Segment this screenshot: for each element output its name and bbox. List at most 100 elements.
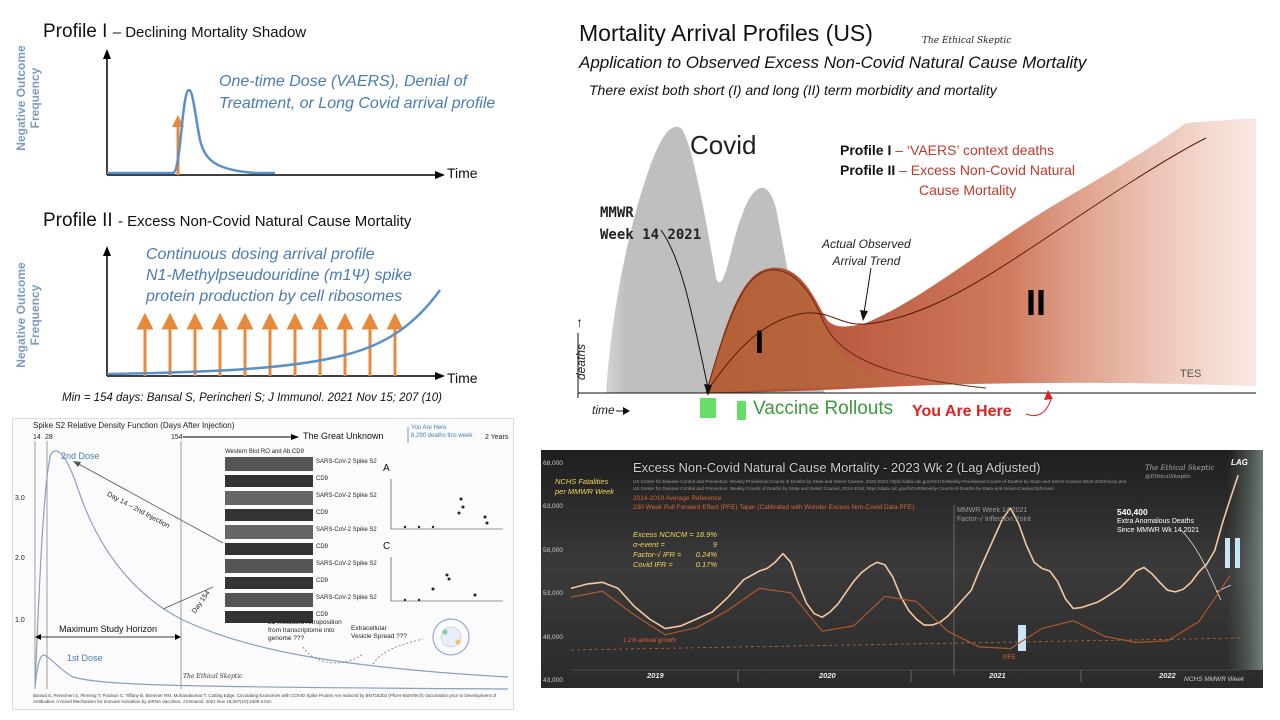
profile-two-xlabel: Time bbox=[447, 370, 478, 386]
blot-row-6: CD9 bbox=[316, 544, 329, 550]
spike-footnote: Bansal S, Perincheri S, Fleming T, Pouls… bbox=[33, 693, 496, 704]
stats-block: Excess NCNCM = 18.9% σ-event = 9 Factor-√ … bbox=[633, 530, 717, 570]
excess-brand: The Ethical Skeptic @EthicalSkeptic bbox=[1145, 464, 1214, 482]
blot-row-5: SARS-CoV-2 Spike S2 bbox=[316, 527, 377, 533]
profile-two-subtitle: - Excess Non-Covid Natural Cause Mortali… bbox=[117, 213, 412, 230]
source-line1: US Center for Disease Control and Preven… bbox=[633, 479, 1127, 484]
covid-label: Covid bbox=[690, 130, 757, 160]
horizon-label: Maximum Study Horizon bbox=[59, 624, 158, 634]
vaccine-label: Vaccine Rollouts bbox=[753, 398, 894, 419]
panel-c-label: C bbox=[383, 541, 391, 552]
you-are-here-label: You Are Here bbox=[912, 403, 1012, 420]
stat-label-1: Excess NCNCM = bbox=[633, 530, 694, 539]
profile-two-note: Continuous dosing arrival profile N1-Met… bbox=[146, 244, 412, 307]
excess-brand-line2: @EthicalSkeptic bbox=[1145, 474, 1192, 480]
tes-label: TES bbox=[1180, 368, 1202, 380]
profile-one-chart bbox=[103, 49, 445, 179]
legend-profile-one: Profile I bbox=[840, 142, 892, 158]
source-line2: US Center for Disease Control and Preven… bbox=[633, 486, 1055, 491]
time-xlabel: time bbox=[592, 403, 615, 417]
profile-one-ylabel: Negative Outcome Frequency bbox=[14, 45, 42, 151]
stat-value-1: 18.9% bbox=[695, 530, 717, 539]
stat-value-4: 0.17% bbox=[695, 560, 717, 569]
legend-profile-two-desc: – Excess Non-Covid Natural bbox=[899, 162, 1075, 178]
blot-row-8: CD9 bbox=[316, 578, 329, 584]
ytick-48000: 48,000 bbox=[543, 634, 563, 641]
mmwr-label: MMWR Week 14 2021 bbox=[600, 202, 701, 246]
blot-labels: SARS-CoV-2 Spike S2 CD9 SARS-CoV-2 Spike… bbox=[316, 459, 377, 629]
excess-ylabel: NCHS Fatalities per MMWR Week bbox=[555, 477, 614, 497]
spike-title: Spike S2 Relative Density Function (Days… bbox=[33, 421, 235, 430]
spike-density-chart bbox=[34, 427, 509, 690]
great-unknown-label: The Great Unknown bbox=[303, 431, 384, 441]
legend-profile-two-desc2: Cause Mortality bbox=[919, 182, 1017, 198]
xlabel-2020: 2020 bbox=[819, 671, 836, 680]
excess-ylabel-line1: NCHS Fatalities bbox=[555, 477, 609, 486]
profile-one-title: Profile I – Declining Mortality Shadow bbox=[43, 21, 307, 42]
l1-note: L1-mediated retroposition from transcrip… bbox=[268, 619, 342, 642]
blot-header: Western Blot RO and Ab CD9 bbox=[225, 449, 304, 455]
stat-row-3: Factor-√ IFR = 0.24% bbox=[633, 550, 717, 560]
deaths-ylabel: deaths bbox=[574, 343, 588, 380]
xlabel-2019: 2019 bbox=[647, 671, 664, 680]
arrival-title: Mortality Arrival Profiles (US) bbox=[579, 20, 873, 46]
ytick-2: 2.0 bbox=[15, 555, 25, 562]
dose2-label: 2nd Dose bbox=[61, 451, 100, 461]
arrival-panel: Covid Profile I – ‘VAERS’ context deaths… bbox=[566, 118, 1266, 430]
tick-14: 14 bbox=[33, 434, 41, 441]
arrival-brand: The Ethical Skeptic bbox=[922, 36, 1012, 46]
you-are-here-line1: You Are Here bbox=[411, 425, 447, 431]
observed-mortality-line bbox=[570, 474, 1239, 630]
mmwr-inflection-label: MMWR Week 14 2021 Factor-√ Inflection Po… bbox=[957, 506, 1031, 524]
excess-source: US Center for Disease Control and Preven… bbox=[633, 478, 1126, 492]
stat-value-2: 9 bbox=[712, 540, 717, 549]
dose1-label: 1st Dose bbox=[67, 653, 103, 663]
arrival-legend: Profile I – ‘VAERS’ context deaths Profi… bbox=[840, 140, 1075, 200]
spike-watermark: The Ethical Skeptic bbox=[183, 673, 243, 680]
pfe-reference-line bbox=[570, 575, 1231, 650]
ytick-43000: 43,000 bbox=[543, 677, 563, 684]
excess-chart-svg bbox=[541, 450, 1263, 688]
deaths-up-arrow: ↑ bbox=[576, 314, 583, 330]
blot-row-2: CD9 bbox=[316, 476, 329, 482]
ref-label: 2014-2019 Average Reference bbox=[633, 495, 722, 502]
excess-chart-panel: Excess Non-Covid Natural Cause Mortality… bbox=[541, 450, 1263, 688]
ytick-68000: 68,000 bbox=[543, 460, 563, 467]
spike-panel: Spike S2 Relative Density Function (Days… bbox=[12, 418, 514, 710]
blot-row-10: CD9 bbox=[316, 612, 329, 618]
ytick-1: 1.0 bbox=[15, 617, 25, 624]
legend-profile-two: Profile II bbox=[840, 162, 896, 178]
citation: Min = 154 days: Bansal S, Perincheri S; … bbox=[62, 392, 443, 404]
excess-xlabel: NCHS MMWR Week bbox=[1184, 676, 1245, 683]
roman-one-label: I bbox=[755, 324, 764, 360]
profile-two-note-line1: Continuous dosing arrival profile bbox=[146, 246, 375, 263]
actual-trend-label: Actual Observed Arrival Trend bbox=[822, 236, 911, 270]
ytick-53000: 53,000 bbox=[543, 590, 563, 597]
extra-deaths-value: 540,400 bbox=[1117, 507, 1148, 517]
actual-line2: Arrival Trend bbox=[832, 254, 901, 268]
lag-label: LAG bbox=[1231, 458, 1248, 467]
years-label: 2 Years bbox=[485, 434, 509, 441]
panel-a-label: A bbox=[383, 463, 390, 474]
mmwr-inflection-line1: MMWR Week 14 2021 bbox=[957, 507, 1028, 514]
profile-one-note-line2: Treatment, or Long Covid arrival profile bbox=[219, 95, 496, 112]
arrival-subtitle: Application to Observed Excess Non-Covid… bbox=[579, 53, 1087, 72]
xlabel-2021: 2021 bbox=[989, 671, 1006, 680]
stat-label-2: σ-event = bbox=[633, 540, 665, 549]
profile-two-ylabel: Negative Outcome Frequency bbox=[14, 262, 42, 368]
profile-one-xlabel: Time bbox=[447, 165, 478, 181]
stat-row-1: Excess NCNCM = 18.9% bbox=[633, 530, 717, 540]
arrival-subtitle2: There exist both short (I) and long (II)… bbox=[589, 82, 997, 98]
pfe-label: PFE bbox=[1003, 654, 1016, 661]
mmwr-line1: MMWR bbox=[600, 205, 634, 221]
blot-row-9: SARS-CoV-2 Spike S2 bbox=[316, 595, 377, 601]
western-blot bbox=[225, 457, 313, 623]
profile-one-note: One-time Dose (VAERS), Denial of Treatme… bbox=[219, 71, 495, 115]
actual-line1: Actual Observed bbox=[822, 237, 911, 251]
blot-row-4: CD9 bbox=[316, 510, 329, 516]
extra-deaths-line1: Extra Anomalous Deaths bbox=[1117, 518, 1195, 525]
mmwr-inflection-line2: Factor-√ Inflection Point bbox=[957, 516, 1031, 523]
pfe-taper-label: 230 Week Pull Forward Effect (PFE) Taper… bbox=[633, 504, 915, 511]
profile-two-chart bbox=[103, 246, 445, 380]
blot-row-7: SARS-CoV-2 Spike S2 bbox=[316, 561, 377, 567]
